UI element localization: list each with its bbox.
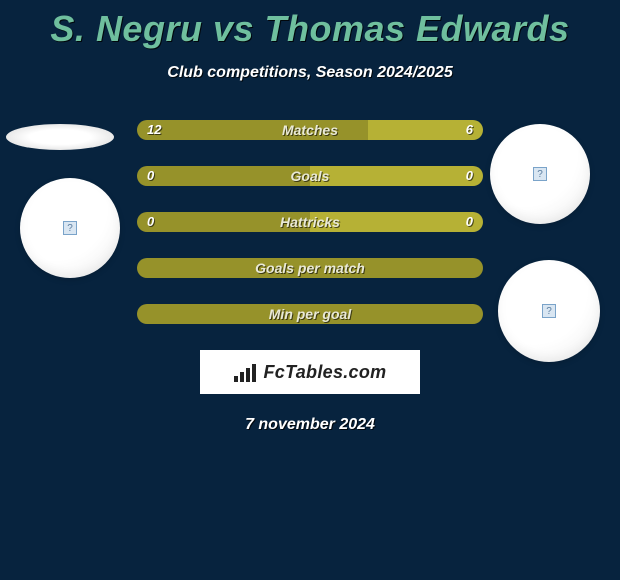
stat-row: Goals0 0: [137, 166, 483, 186]
stat-value-right: 0: [466, 166, 473, 186]
stat-label: Min per goal: [137, 304, 483, 324]
fctables-logo: FcTables.com: [200, 350, 420, 394]
subtitle: Club competitions, Season 2024/2025: [0, 64, 620, 82]
date-label: 7 november 2024: [0, 416, 620, 434]
stat-value-right: 6: [466, 120, 473, 140]
stat-label: Hattricks: [137, 212, 483, 232]
stat-value-left: 0: [147, 212, 154, 232]
logo-mark-icon: [234, 362, 258, 382]
stat-row: Hattricks0 0: [137, 212, 483, 232]
stats-bars: Matches126Goals00Hattricks00Goals per ma…: [137, 120, 483, 324]
stat-row: Matches12 6: [137, 120, 483, 140]
stat-value-right: 0: [466, 212, 473, 232]
page-title: S. Negru vs Thomas Edwards: [0, 0, 620, 50]
stat-row: Goals per match: [137, 258, 483, 278]
stat-label: Matches: [137, 120, 483, 140]
logo-text: FcTables.com: [264, 362, 387, 383]
stat-label: Goals per match: [137, 258, 483, 278]
stat-label: Goals: [137, 166, 483, 186]
stat-row: Min per goal: [137, 304, 483, 324]
stat-value-left: 0: [147, 166, 154, 186]
stat-value-left: 12: [147, 120, 161, 140]
